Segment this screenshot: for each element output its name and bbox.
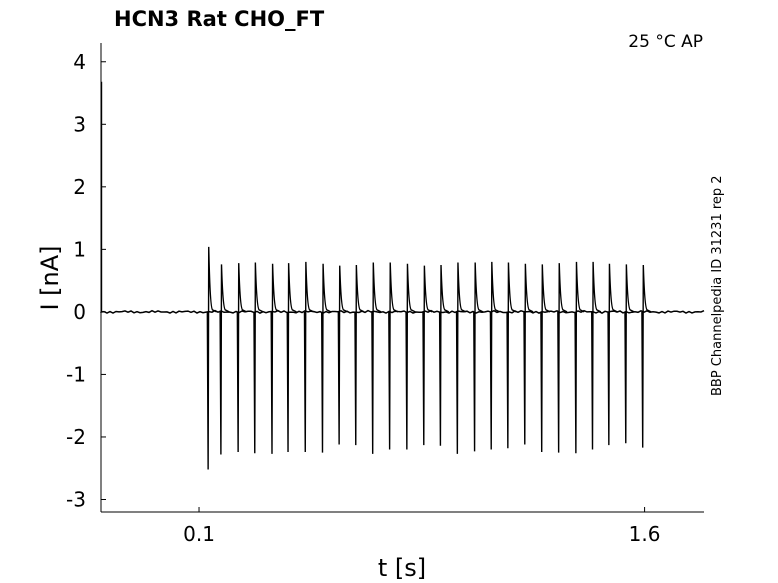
axes [100, 43, 704, 513]
spike [455, 262, 467, 454]
spike [303, 261, 314, 452]
spike [337, 265, 348, 445]
spike [506, 262, 517, 449]
spike [624, 264, 635, 444]
y-tick-label: 4 [73, 50, 86, 74]
x-tick-label: 1.6 [629, 522, 661, 546]
y-tick-label: 0 [73, 300, 86, 324]
spike [641, 264, 652, 448]
x-axis-label: t [s] [378, 554, 426, 582]
spike [286, 263, 297, 452]
spike [388, 262, 399, 450]
spike [540, 264, 551, 452]
spike [438, 264, 450, 446]
baseline-trace [100, 309, 705, 315]
spike [206, 246, 217, 470]
spike [607, 263, 618, 446]
y-tick-label: 1 [73, 237, 86, 261]
y-tick-label: -2 [66, 425, 86, 449]
channelpedia-id-label: BBP Channelpedia ID 31231 rep 2 [710, 175, 725, 396]
spike [574, 261, 585, 454]
spike [236, 263, 247, 452]
spike [219, 264, 230, 455]
x-axis-ticks: 0.1 1.6 [183, 507, 660, 546]
spike [253, 262, 264, 454]
y-axis-label: I [nA] [36, 245, 64, 310]
chart-title: HCN3 Rat CHO_FT [114, 7, 325, 31]
current-trace [100, 81, 705, 470]
spike [354, 264, 365, 446]
spike [523, 263, 534, 445]
y-axis-ticks: 4 3 2 1 0 -1 -2 -3 [66, 50, 106, 511]
spike [473, 262, 484, 452]
x-tick-label: 0.1 [183, 522, 215, 546]
y-tick-label: 2 [73, 175, 86, 199]
spike [489, 261, 500, 450]
spike [320, 263, 332, 453]
spike [270, 263, 281, 454]
condition-annotation: 25 °C AP [628, 32, 703, 52]
y-tick-label: -3 [66, 487, 86, 511]
spike [405, 263, 416, 450]
y-tick-label: 3 [73, 112, 86, 136]
spike [557, 263, 568, 453]
spike [371, 262, 382, 454]
y-tick-label: -1 [66, 362, 86, 386]
spike [422, 265, 433, 446]
spike [591, 261, 602, 450]
